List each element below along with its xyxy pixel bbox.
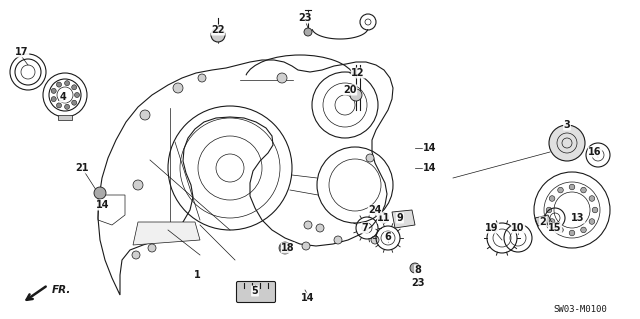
Text: 22: 22 [211,25,225,35]
Text: 16: 16 [588,147,602,157]
Circle shape [279,242,291,254]
Circle shape [592,207,598,213]
Circle shape [56,103,61,108]
Text: 20: 20 [343,85,356,95]
Circle shape [549,125,585,161]
Circle shape [94,187,106,199]
Polygon shape [58,115,72,120]
Text: 9: 9 [397,213,403,223]
Circle shape [304,28,312,36]
Circle shape [569,230,575,236]
Text: 10: 10 [511,223,525,233]
Text: 12: 12 [351,68,365,78]
Circle shape [72,85,77,90]
Text: 15: 15 [548,223,562,233]
Circle shape [589,196,595,201]
Circle shape [277,73,287,83]
Circle shape [316,224,324,232]
Circle shape [56,82,61,87]
Circle shape [173,83,183,93]
Circle shape [580,227,586,233]
Circle shape [304,221,312,229]
Circle shape [51,88,56,93]
Polygon shape [535,215,552,226]
Circle shape [198,74,206,82]
Text: 6: 6 [385,232,392,242]
Text: 19: 19 [485,223,499,233]
Circle shape [366,154,374,162]
Circle shape [549,196,555,201]
Polygon shape [133,222,200,245]
Circle shape [133,180,143,190]
Text: 24: 24 [368,205,381,215]
Text: SW03-M0100: SW03-M0100 [553,306,607,315]
Text: 18: 18 [281,243,295,253]
Circle shape [580,187,586,193]
Text: 23: 23 [412,278,425,288]
Circle shape [65,81,70,86]
Circle shape [148,244,156,252]
Circle shape [132,251,140,259]
Text: 5: 5 [252,286,259,296]
Text: 1: 1 [194,270,200,280]
Circle shape [549,219,555,224]
Circle shape [379,213,389,223]
Circle shape [211,28,225,42]
Text: 17: 17 [15,47,29,57]
Text: 14: 14 [423,143,436,153]
Circle shape [65,104,70,109]
Text: 23: 23 [298,13,312,23]
Text: FR.: FR. [52,285,72,295]
FancyBboxPatch shape [237,281,275,302]
Text: 4: 4 [60,92,67,102]
Circle shape [140,110,150,120]
Text: 7: 7 [362,223,369,233]
Circle shape [302,242,310,250]
Circle shape [546,207,552,213]
Text: 11: 11 [377,213,391,223]
Text: 14: 14 [423,163,436,173]
Circle shape [334,236,342,244]
Text: 13: 13 [572,213,585,223]
Circle shape [557,187,563,193]
Circle shape [569,184,575,190]
Circle shape [51,97,56,102]
Circle shape [74,93,79,98]
Text: 21: 21 [76,163,89,173]
Circle shape [280,243,290,253]
Text: 8: 8 [415,265,421,275]
Circle shape [371,236,379,244]
Polygon shape [392,210,415,228]
Text: 14: 14 [96,200,109,210]
Circle shape [557,227,563,233]
Circle shape [410,263,420,273]
Text: 3: 3 [564,120,570,130]
Circle shape [589,219,595,224]
Circle shape [350,89,362,101]
Text: 2: 2 [540,217,547,227]
Text: 14: 14 [301,293,315,303]
Circle shape [72,100,77,105]
